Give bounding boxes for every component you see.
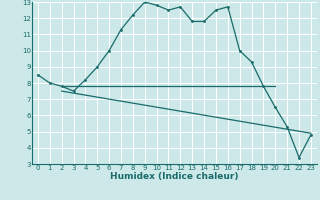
X-axis label: Humidex (Indice chaleur): Humidex (Indice chaleur)	[110, 172, 239, 181]
